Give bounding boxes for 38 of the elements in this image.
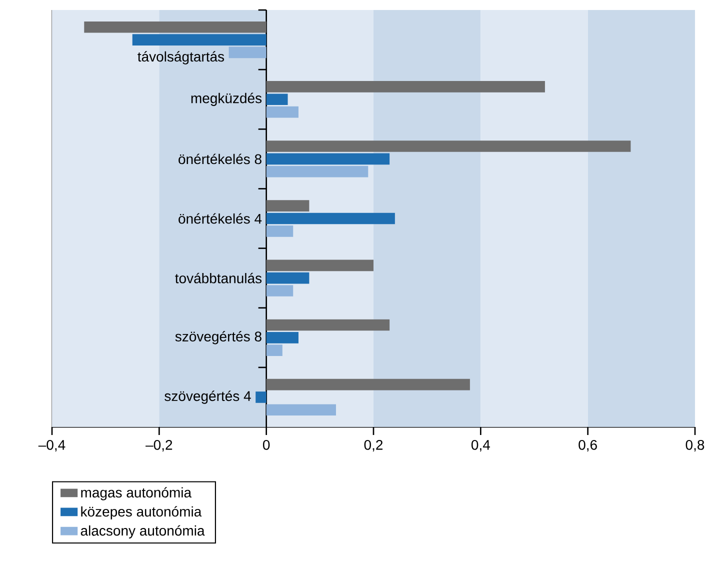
bar xyxy=(266,332,298,344)
bar xyxy=(266,404,336,416)
x-tick-label: –0,4 xyxy=(38,440,66,452)
bar xyxy=(266,140,631,152)
y-tick-label: szövegértés 8 xyxy=(175,331,262,344)
bar xyxy=(266,166,368,178)
bar xyxy=(132,34,266,46)
bar xyxy=(266,200,310,212)
bar xyxy=(266,260,374,272)
y-tick-label: megküzdés xyxy=(191,92,262,106)
bar xyxy=(266,319,390,331)
y-tick-label: távolságtartás xyxy=(138,51,224,64)
y-tick-label: továbbtanulás xyxy=(175,272,262,284)
legend-label: magas autonómia xyxy=(81,487,192,500)
x-tick-label: –0,2 xyxy=(146,440,172,452)
x-tick-label: 0,6 xyxy=(578,440,597,452)
y-tick-label: önértékelés 8 xyxy=(178,154,262,164)
bar xyxy=(256,392,266,403)
bar xyxy=(84,21,266,33)
legend-label: alacsony autonómia xyxy=(80,525,205,538)
bar xyxy=(266,344,282,356)
bar xyxy=(266,81,545,92)
legend-label: közepes autonómia xyxy=(81,506,202,520)
bar xyxy=(266,226,294,237)
y-tick-label: szövegértés 4 xyxy=(164,390,251,404)
bar xyxy=(266,94,288,106)
x-tick-label: 0,2 xyxy=(364,440,383,452)
y-tick-label: önértékelés 4 xyxy=(178,213,262,224)
bar xyxy=(266,285,294,296)
x-tick-label: 0 xyxy=(262,440,270,450)
bar xyxy=(266,272,310,284)
bar xyxy=(266,153,390,165)
bar xyxy=(266,106,298,118)
x-tick-label: 0,8 xyxy=(686,440,704,452)
bar xyxy=(266,212,395,224)
bar xyxy=(266,378,470,390)
x-tick-label: 0,4 xyxy=(471,440,490,452)
bar xyxy=(228,46,266,58)
